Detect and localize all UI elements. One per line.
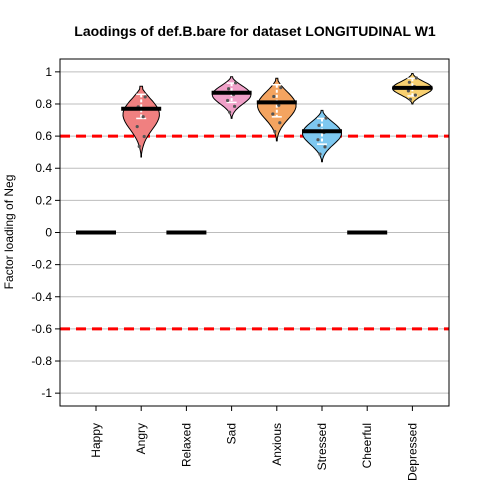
violin bbox=[211, 76, 252, 119]
data-point bbox=[324, 116, 328, 120]
data-point bbox=[317, 123, 321, 127]
violin bbox=[301, 109, 343, 163]
data-point bbox=[228, 110, 232, 114]
threshold-lines bbox=[60, 134, 449, 331]
y-tick-label: 0 bbox=[45, 226, 52, 240]
x-tick-label: Stressed bbox=[315, 423, 329, 470]
y-tick-label: -0.2 bbox=[31, 258, 52, 272]
data-point bbox=[278, 121, 282, 125]
data-point bbox=[137, 144, 141, 148]
data-point bbox=[318, 152, 322, 156]
data-point bbox=[406, 89, 410, 93]
data-point bbox=[323, 145, 327, 149]
y-tick-label: 0.2 bbox=[35, 193, 52, 207]
y-tick-label: -0.6 bbox=[31, 322, 52, 336]
grid bbox=[60, 71, 449, 394]
x-tick-label: Angry bbox=[134, 423, 148, 454]
x-tick-label: Sad bbox=[225, 423, 239, 444]
data-point bbox=[143, 95, 147, 99]
y-axis-label: Factor loading of Neg bbox=[2, 175, 16, 290]
data-point bbox=[407, 80, 411, 84]
x-tick-label: Cheerful bbox=[360, 423, 374, 468]
data-point bbox=[413, 93, 417, 97]
data-point bbox=[234, 81, 238, 85]
data-point bbox=[271, 112, 275, 116]
violin-body bbox=[257, 77, 297, 142]
violin-body bbox=[122, 85, 160, 158]
x-axis: Happy Angry Relaxed Sad Anxious Stressed Cheer… bbox=[89, 406, 419, 480]
y-tick-label: -0.8 bbox=[31, 354, 52, 368]
x-tick-label: Anxious bbox=[270, 423, 284, 466]
y-tick-label: -1 bbox=[41, 386, 52, 400]
y-tick-label: 0.4 bbox=[35, 161, 52, 175]
data-point bbox=[142, 134, 146, 139]
data-point bbox=[233, 104, 237, 108]
chart-title: Laodings of def.B.bare for dataset LONGI… bbox=[74, 23, 436, 39]
y-tick-label: 0.6 bbox=[35, 129, 52, 143]
x-tick-label: Relaxed bbox=[179, 423, 193, 467]
data-point bbox=[277, 103, 281, 107]
data-point bbox=[135, 125, 139, 129]
y-axis: 1 0.8 0.6 0.4 0.2 0 -0.2 -0.4 -0.6 -0.8 -1 bbox=[31, 65, 60, 400]
y-tick-label: 0.8 bbox=[35, 97, 52, 111]
data-point bbox=[226, 98, 230, 103]
data-point bbox=[227, 87, 231, 91]
data-point bbox=[279, 86, 283, 90]
violins bbox=[122, 73, 433, 163]
violin-body bbox=[211, 76, 252, 119]
x-tick-label: Happy bbox=[89, 423, 103, 458]
data-point bbox=[408, 97, 412, 102]
x-tick-label: Depressed bbox=[405, 423, 419, 480]
data-point bbox=[414, 76, 418, 80]
y-tick-label: 1 bbox=[45, 65, 52, 79]
data-point bbox=[273, 129, 277, 134]
violin bbox=[122, 85, 160, 158]
data-point bbox=[316, 138, 320, 142]
violin bbox=[257, 77, 297, 142]
median-markers bbox=[76, 85, 433, 235]
y-tick-label: -0.4 bbox=[31, 290, 52, 304]
data-point bbox=[272, 94, 276, 99]
data-point bbox=[141, 115, 145, 119]
